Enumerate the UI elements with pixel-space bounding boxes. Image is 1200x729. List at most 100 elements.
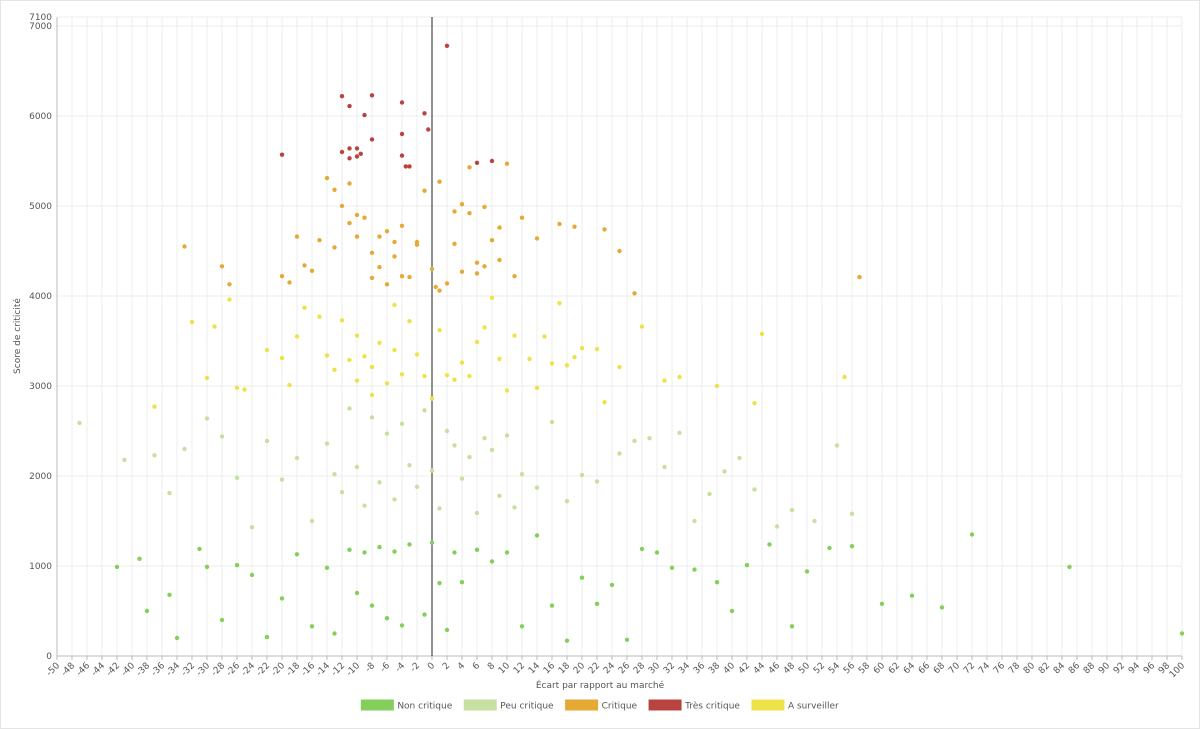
point — [677, 430, 682, 435]
point — [429, 540, 435, 545]
point — [403, 164, 408, 169]
point — [324, 353, 330, 358]
x-tick-label: 2 — [441, 661, 452, 672]
point — [332, 187, 337, 192]
point — [167, 592, 172, 597]
point — [489, 559, 495, 564]
point — [399, 100, 405, 105]
point — [489, 158, 495, 164]
point — [474, 260, 480, 265]
point — [384, 229, 390, 234]
point — [804, 569, 810, 574]
point — [234, 475, 240, 480]
point — [662, 464, 667, 470]
x-tick-label: 8 — [486, 661, 497, 672]
y-tick-label: 6000 — [29, 112, 52, 122]
point — [519, 472, 525, 477]
x-axis-label: Écart par rapport au marché — [536, 679, 665, 691]
point — [827, 545, 832, 551]
point — [234, 385, 240, 390]
point — [452, 377, 457, 382]
point — [467, 373, 472, 379]
point — [362, 354, 367, 359]
y-tick-label: 5000 — [29, 202, 52, 212]
point — [324, 175, 330, 181]
point — [849, 544, 855, 549]
point — [527, 356, 532, 362]
point — [512, 333, 517, 338]
point — [407, 164, 412, 169]
point — [879, 601, 885, 606]
point — [234, 562, 240, 568]
point — [489, 447, 495, 453]
point — [414, 484, 420, 489]
point — [219, 264, 225, 269]
point — [437, 580, 442, 586]
point — [377, 234, 382, 239]
point — [639, 546, 645, 552]
y-tick-label: 1000 — [29, 562, 52, 572]
point — [444, 43, 450, 48]
point — [467, 454, 472, 460]
point — [219, 434, 225, 439]
point — [504, 161, 510, 166]
point — [392, 347, 397, 353]
point — [339, 203, 345, 209]
point — [264, 438, 270, 444]
point — [347, 357, 352, 363]
y-tick-label: 3000 — [29, 382, 52, 392]
point — [767, 542, 772, 547]
point — [347, 220, 352, 226]
point — [144, 608, 150, 614]
point — [737, 455, 742, 461]
point — [347, 547, 352, 552]
point — [849, 511, 855, 516]
point — [482, 325, 487, 330]
point — [459, 269, 465, 274]
point — [647, 436, 652, 441]
point — [617, 364, 622, 370]
point — [444, 627, 450, 633]
point — [474, 160, 480, 165]
point — [399, 421, 405, 426]
point — [407, 463, 412, 468]
point — [677, 374, 682, 380]
point — [474, 339, 480, 345]
point — [407, 319, 412, 324]
legend-item[interactable]: A surveiller — [751, 699, 839, 712]
point — [602, 227, 607, 232]
point — [339, 490, 345, 495]
point — [332, 631, 337, 636]
point — [489, 238, 495, 243]
point — [452, 209, 457, 214]
point — [572, 224, 577, 229]
point — [617, 451, 622, 456]
point — [317, 238, 322, 243]
point — [369, 93, 375, 98]
point — [444, 281, 450, 286]
legend-item[interactable]: Critique — [565, 699, 638, 712]
point — [339, 94, 345, 99]
point — [279, 477, 285, 482]
point — [542, 334, 547, 339]
point — [369, 415, 375, 420]
point — [572, 355, 577, 360]
point — [347, 156, 352, 161]
point — [857, 274, 862, 280]
point — [152, 453, 157, 458]
point — [422, 612, 427, 617]
point — [227, 282, 232, 287]
point — [489, 295, 495, 300]
point — [182, 244, 187, 249]
legend-item[interactable]: Non critique — [360, 699, 453, 712]
legend-item[interactable]: Peu critique — [463, 699, 554, 712]
point — [752, 487, 757, 492]
point — [332, 472, 337, 477]
point — [354, 464, 360, 470]
legend-item[interactable]: Très critique — [648, 699, 740, 712]
point — [467, 211, 472, 216]
point — [429, 468, 435, 473]
point — [482, 204, 487, 210]
